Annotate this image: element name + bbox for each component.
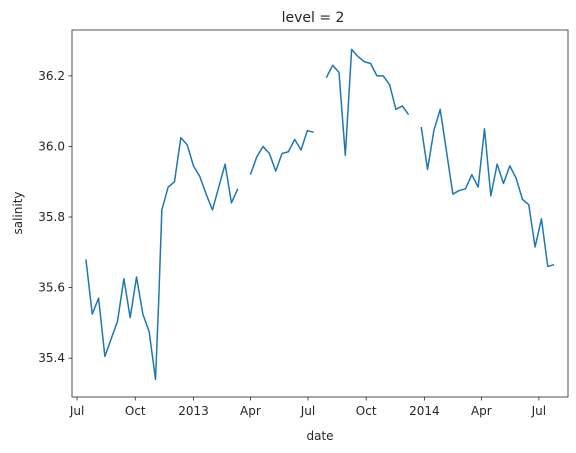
axes-frame xyxy=(71,29,569,398)
x-tick-label: 2014 xyxy=(409,404,440,418)
x-axis: Jul Oct 2013 Apr Jul Oct 2014 Apr Jul xyxy=(69,397,546,418)
x-tick-label: Jul xyxy=(300,404,315,418)
y-tick-label: 35.6 xyxy=(38,281,65,295)
x-tick-label: Oct xyxy=(356,404,377,418)
x-tick-label: Apr xyxy=(240,404,261,418)
x-tick-label: Jul xyxy=(69,404,84,418)
x-tick-label: 2013 xyxy=(178,404,209,418)
series-line-segment xyxy=(85,136,239,381)
series-line-segment xyxy=(420,108,555,268)
y-axis-label: salinity xyxy=(11,191,25,234)
series-line-segment xyxy=(249,129,314,175)
x-axis-label: date xyxy=(306,429,333,443)
y-tick-label: 35.8 xyxy=(38,210,65,224)
x-tick-label: Apr xyxy=(471,404,492,418)
y-tick-label: 36.2 xyxy=(38,69,65,83)
chart-title: level = 2 xyxy=(282,10,345,26)
plot-area xyxy=(85,48,555,381)
y-axis: 35.4 35.6 35.8 36.0 36.2 xyxy=(38,69,72,365)
series-line-segment xyxy=(325,48,410,157)
x-tick-label: Jul xyxy=(531,404,546,418)
y-tick-label: 35.4 xyxy=(38,351,65,365)
x-tick-label: Oct xyxy=(125,404,146,418)
y-tick-label: 36.0 xyxy=(38,139,65,153)
